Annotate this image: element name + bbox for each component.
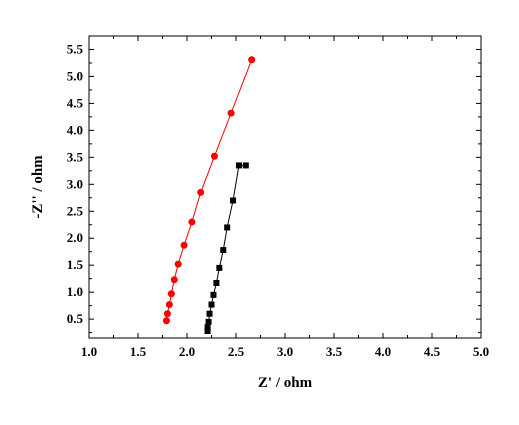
x-tick-label: 5.0 (473, 344, 489, 359)
x-tick-label: 2.5 (228, 344, 245, 359)
data-point (220, 247, 227, 254)
data-point (210, 291, 217, 298)
data-point (163, 310, 171, 318)
y-tick-label: 2.5 (67, 203, 84, 218)
data-point (165, 301, 173, 309)
data-point (162, 317, 170, 325)
x-tick-label: 3.0 (277, 344, 293, 359)
data-point (213, 279, 220, 286)
y-axis-label: -Z'' / ohm (30, 155, 46, 219)
x-axis-label: Z' / ohm (258, 375, 313, 391)
data-point (216, 264, 223, 271)
data-point (204, 324, 211, 331)
series-line (165, 59, 253, 321)
data-point (197, 188, 205, 196)
data-point (227, 109, 235, 117)
data-point (235, 162, 242, 169)
data-point (248, 56, 256, 64)
data-point (224, 224, 231, 231)
plot-frame (88, 35, 482, 339)
data-point (208, 301, 215, 308)
y-tick-label: 4.0 (67, 122, 83, 137)
y-tick-label: 1.5 (67, 257, 84, 272)
y-tick-label: 3.5 (67, 149, 84, 164)
y-tick-label: 5.0 (67, 68, 83, 83)
y-tick-label: 4.5 (67, 95, 84, 110)
series-0 (162, 56, 256, 325)
y-tick-label: 5.5 (67, 41, 84, 56)
x-tick-label: 4.0 (375, 344, 391, 359)
data-point (188, 218, 196, 226)
data-point (180, 241, 188, 249)
data-point (242, 162, 249, 169)
data-point (230, 197, 237, 204)
data-point (170, 276, 178, 284)
series-1 (204, 162, 249, 334)
data-point (167, 290, 175, 298)
y-tick-label: 1.0 (67, 284, 83, 299)
data-point (206, 310, 213, 317)
y-tick-label: 3.0 (67, 176, 83, 191)
data-point (204, 327, 211, 334)
x-tick-label: 1.5 (130, 344, 147, 359)
x-tick-label: 4.5 (424, 344, 441, 359)
data-point (210, 152, 218, 160)
data-point (174, 260, 182, 268)
y-tick-label: 2.0 (67, 230, 83, 245)
x-tick-label: 3.5 (326, 344, 343, 359)
x-tick-label: 1.0 (81, 344, 97, 359)
axes: 1.0 1.5 2.0 2.5 3.0 3.5 4.0 4.5 5.0 0.5 1.0 1.5 2.0 2… (67, 35, 489, 359)
data-point (205, 318, 212, 325)
x-tick-label: 2.0 (179, 344, 195, 359)
y-tick-label: 0.5 (67, 311, 84, 326)
series-layer (162, 56, 256, 334)
